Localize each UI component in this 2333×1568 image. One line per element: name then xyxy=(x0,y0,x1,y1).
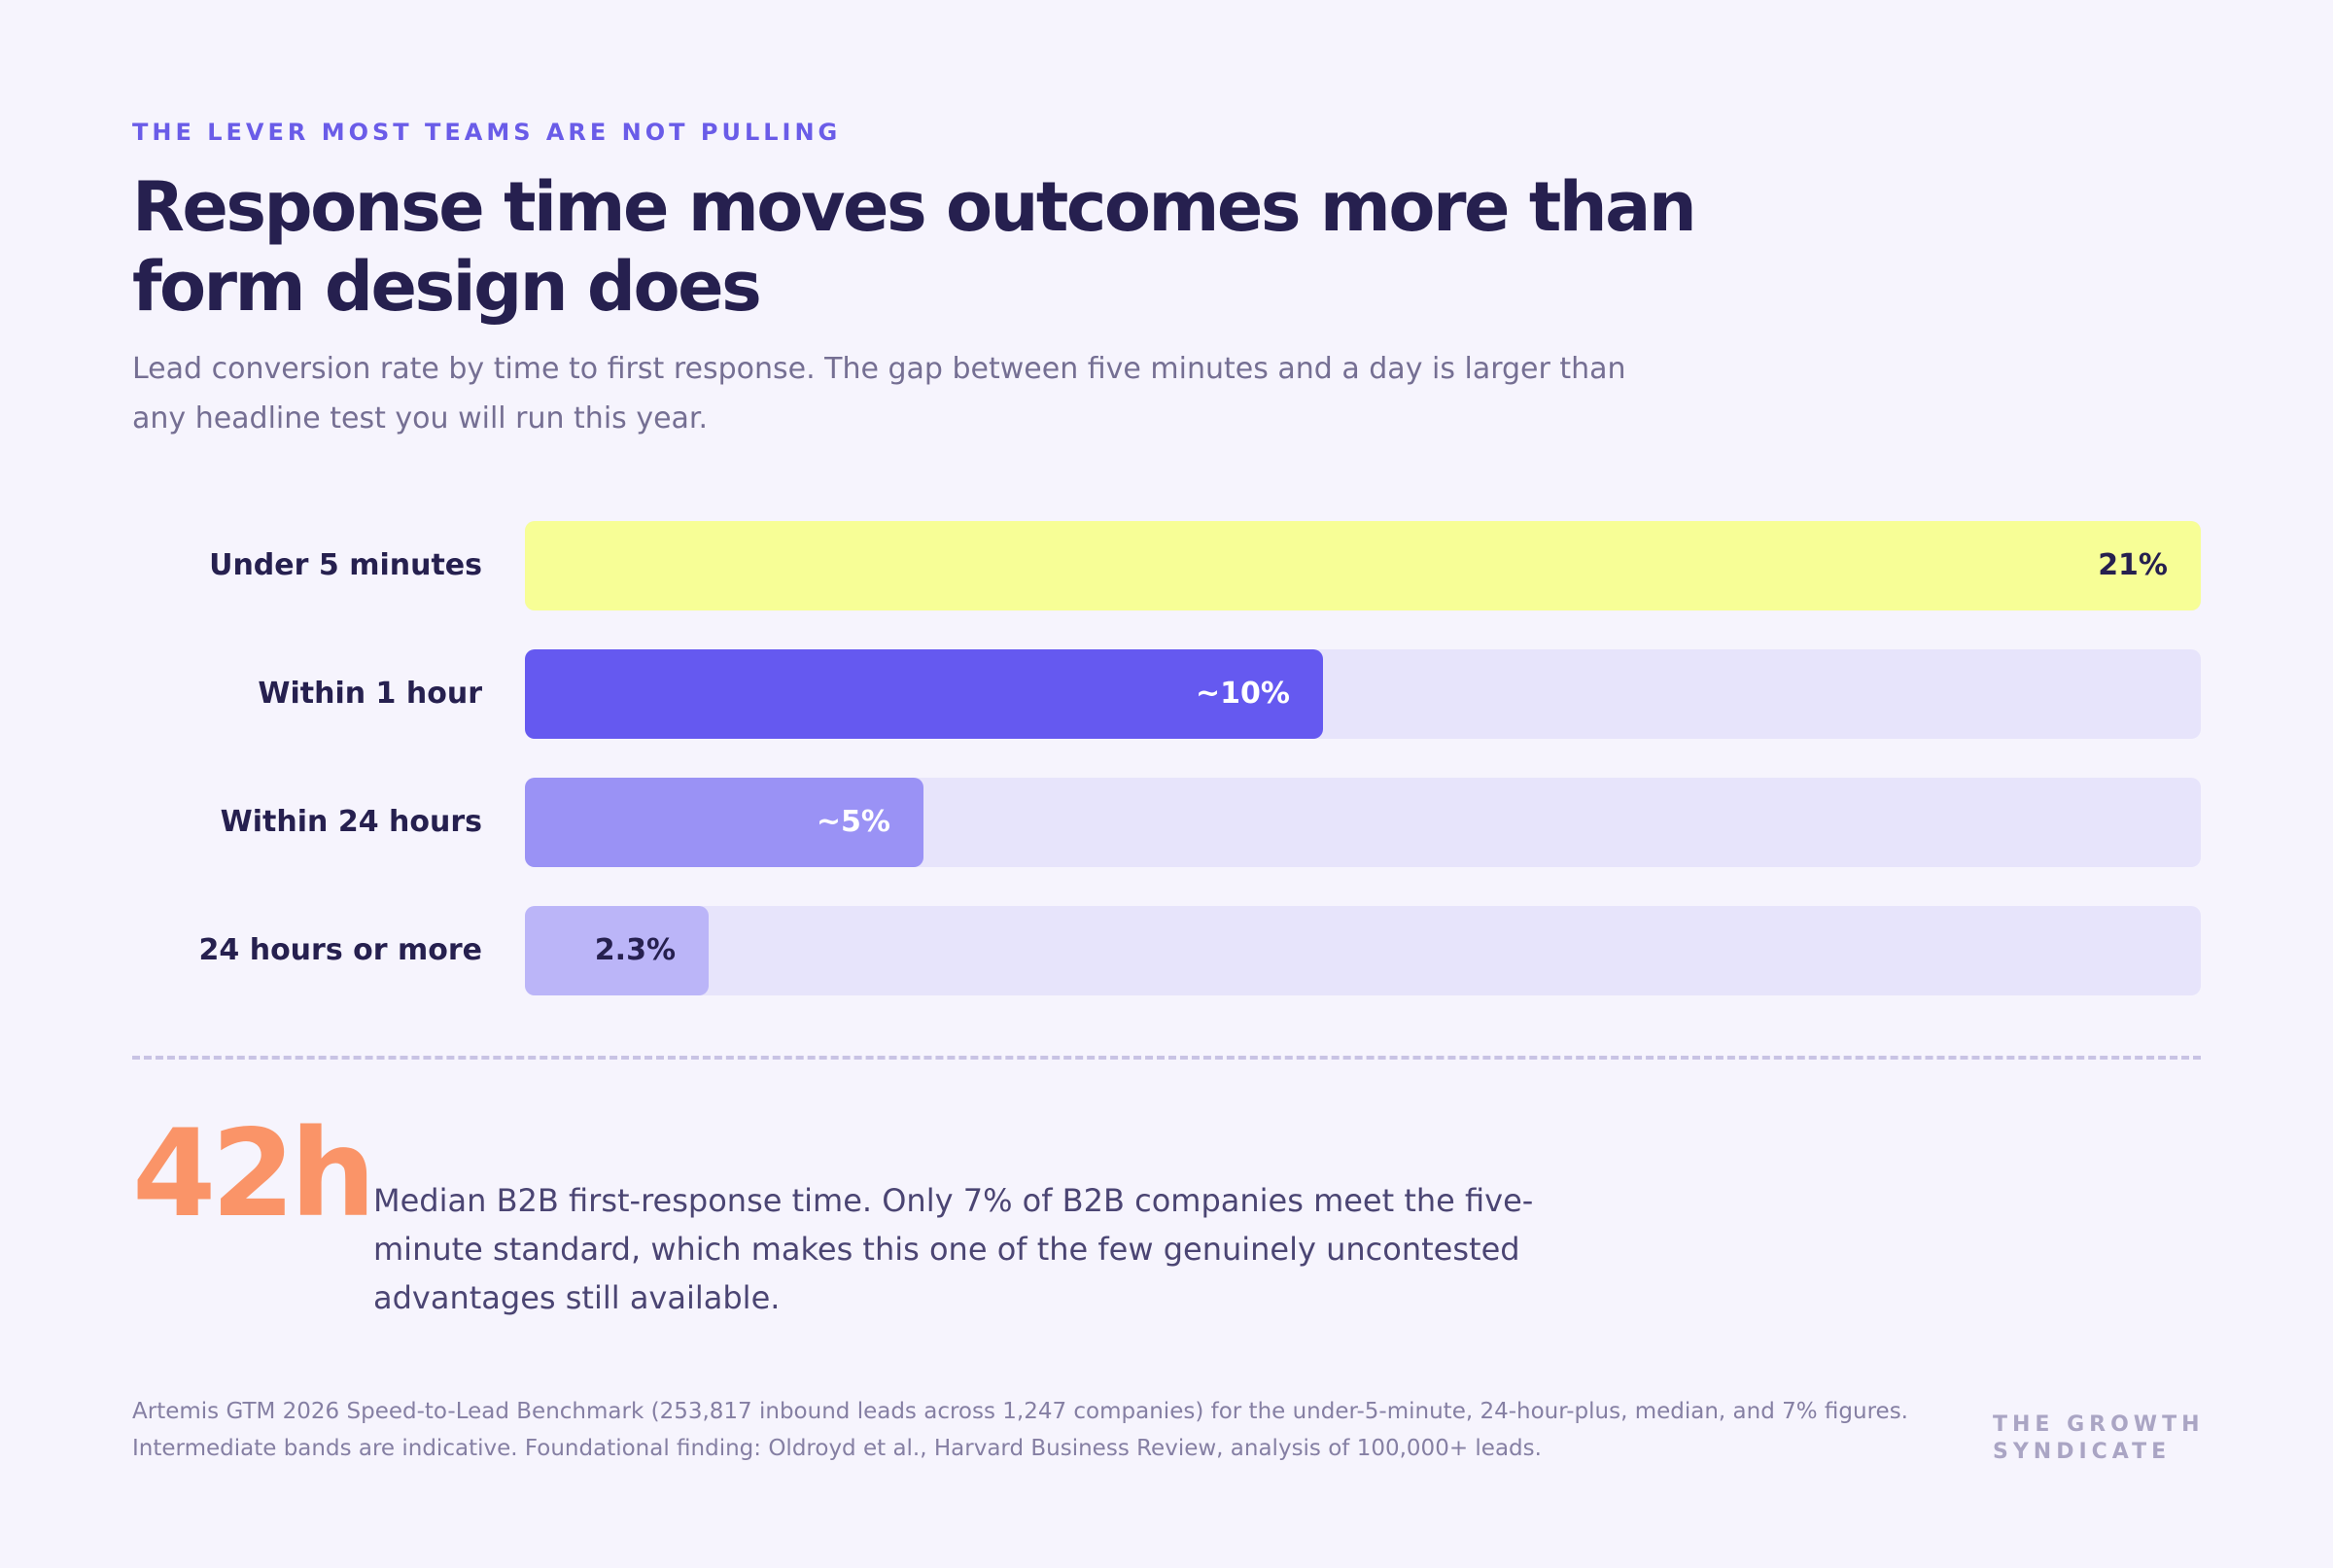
bar: 21% xyxy=(525,521,2201,610)
category-label: Under 5 minutes xyxy=(209,548,482,582)
data-label: ~5% xyxy=(816,805,890,839)
chart-title: Response time moves outcomes more than f… xyxy=(132,167,1697,327)
category-label: 24 hours or more xyxy=(198,933,482,967)
bar-row: 24 hours or more 2.3% xyxy=(0,906,2333,995)
bar-track: 21% xyxy=(525,521,2201,610)
bar-track: ~10% xyxy=(525,649,2201,739)
source-note: Artemis GTM 2026 Speed-to-Lead Benchmark… xyxy=(132,1399,1908,1461)
stat-description: Median B2B first-response time. Only 7% … xyxy=(373,1182,1534,1316)
category-label: Within 24 hours xyxy=(220,805,482,839)
bar-chart: Under 5 minutes 21% Within 1 hour ~10% Withi… xyxy=(0,521,2333,997)
eyebrow-label: THE LEVER MOST TEAMS ARE NOT PULLING xyxy=(132,119,842,146)
bar-track: ~5% xyxy=(525,778,2201,867)
data-label: 2.3% xyxy=(594,933,676,967)
brand-wordmark: THE GROWTH SYNDICATE xyxy=(1993,1412,2205,1464)
bar-row: Within 24 hours ~5% xyxy=(0,778,2333,867)
bar-row: Under 5 minutes 21% xyxy=(0,521,2333,610)
bar: ~10% xyxy=(525,649,1323,739)
data-label: ~10% xyxy=(1196,677,1290,711)
dashed-divider xyxy=(132,1056,2201,1060)
bar: 2.3% xyxy=(525,906,709,995)
chart-subtitle: Lead conversion rate by time to first re… xyxy=(132,352,1626,436)
data-label: 21% xyxy=(2098,548,2168,582)
bar: ~5% xyxy=(525,778,923,867)
bar-row: Within 1 hour ~10% xyxy=(0,649,2333,739)
category-label: Within 1 hour xyxy=(258,677,482,711)
stat-value: 42h xyxy=(132,1104,376,1244)
bar-track: 2.3% xyxy=(525,906,2201,995)
